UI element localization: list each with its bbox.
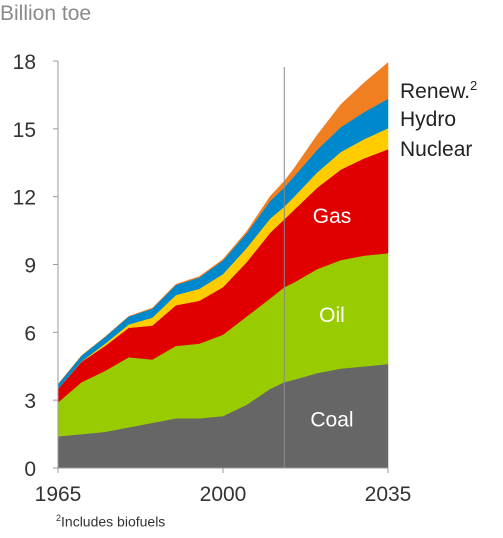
y-tick-label: 6: [24, 322, 36, 345]
x-tick-label: 1965: [35, 483, 82, 506]
y-tick-label: 9: [24, 255, 36, 278]
footnote-mark: 2: [56, 513, 62, 523]
area-renew: [57, 62, 389, 385]
y-tick-label: 3: [24, 390, 36, 413]
axes-group: 0 3 6 9 12 15 18 1965 2000 2035: [13, 51, 412, 506]
y-tick-label: 15: [13, 119, 36, 142]
series-labels-group: Coal Oil Gas Nuclear Hydro Renew.2: [310, 78, 477, 431]
y-tick-label: 0: [24, 458, 36, 481]
x-tick-label: 2000: [200, 483, 247, 506]
x-tick-label: 2035: [365, 483, 412, 506]
area-series-group: [57, 62, 389, 469]
series-label-gas: Gas: [313, 205, 352, 228]
series-label-renew: Renew.2: [400, 78, 477, 103]
y-tick-label: 18: [13, 51, 36, 74]
series-label-nuclear: Nuclear: [400, 138, 472, 161]
series-label-oil: Oil: [319, 304, 345, 327]
series-label-hydro: Hydro: [400, 108, 456, 131]
y-tick-label: 12: [13, 187, 36, 210]
footnote: 2Includes biofuels: [56, 513, 165, 530]
series-label-coal: Coal: [310, 408, 353, 431]
footnote-text: Includes biofuels: [61, 513, 166, 530]
y-axis-unit-label: Billion toe: [0, 2, 92, 25]
